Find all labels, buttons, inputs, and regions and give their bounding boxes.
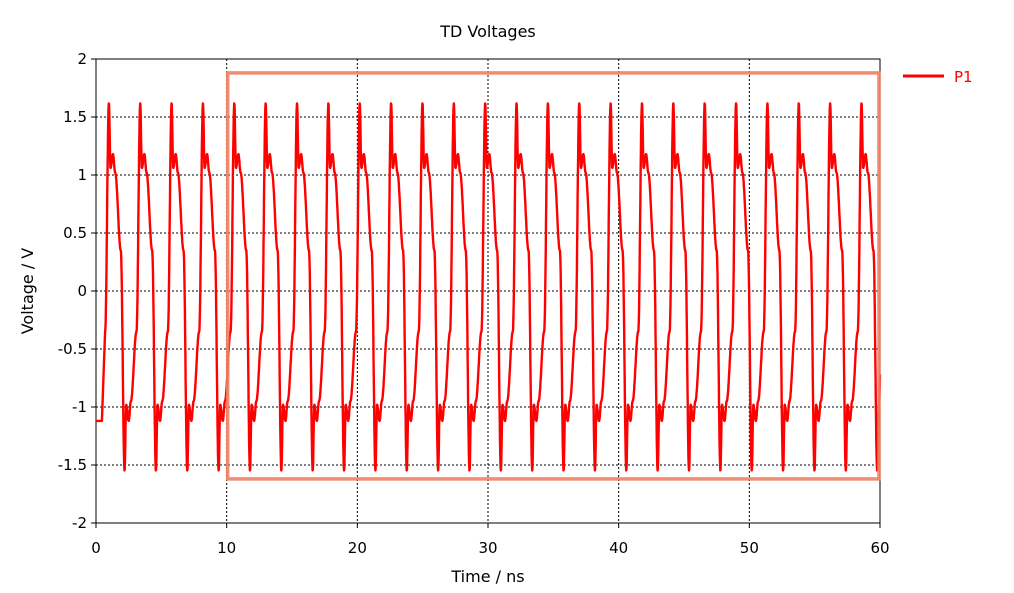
y-tick-label: 2 (77, 50, 87, 68)
y-tick-label: 0.5 (63, 224, 87, 242)
y-tick-label: -1 (72, 398, 87, 416)
y-tick-label: -0.5 (58, 340, 87, 358)
y-tick-label: 1.5 (63, 108, 87, 126)
y-axis-ticks: 2 1.5 1 0.5 0 -0.5 -1 -1.5 -2 (58, 50, 96, 532)
x-tick-label: 0 (91, 539, 101, 557)
y-axis-title: Voltage / V (18, 248, 37, 335)
legend-label-p1: P1 (954, 68, 973, 86)
y-tick-label: 0 (77, 282, 87, 300)
x-tick-label: 40 (609, 539, 628, 557)
x-axis-ticks: 0 10 20 30 40 50 60 (91, 523, 890, 557)
chart-title: TD Voltages (439, 22, 536, 41)
x-tick-label: 30 (478, 539, 497, 557)
x-tick-label: 50 (740, 539, 759, 557)
series-line-p1 (96, 102, 882, 472)
legend: P1 (903, 68, 973, 86)
y-tick-label: 1 (77, 166, 87, 184)
grid-lines (96, 59, 880, 523)
y-tick-label: -2 (72, 514, 87, 532)
highlight-box (225, 71, 881, 481)
y-tick-label: -1.5 (58, 456, 87, 474)
x-axis-title: Time / ns (450, 567, 524, 586)
x-tick-label: 60 (870, 539, 889, 557)
x-tick-label: 10 (217, 539, 236, 557)
x-tick-label: 20 (348, 539, 367, 557)
